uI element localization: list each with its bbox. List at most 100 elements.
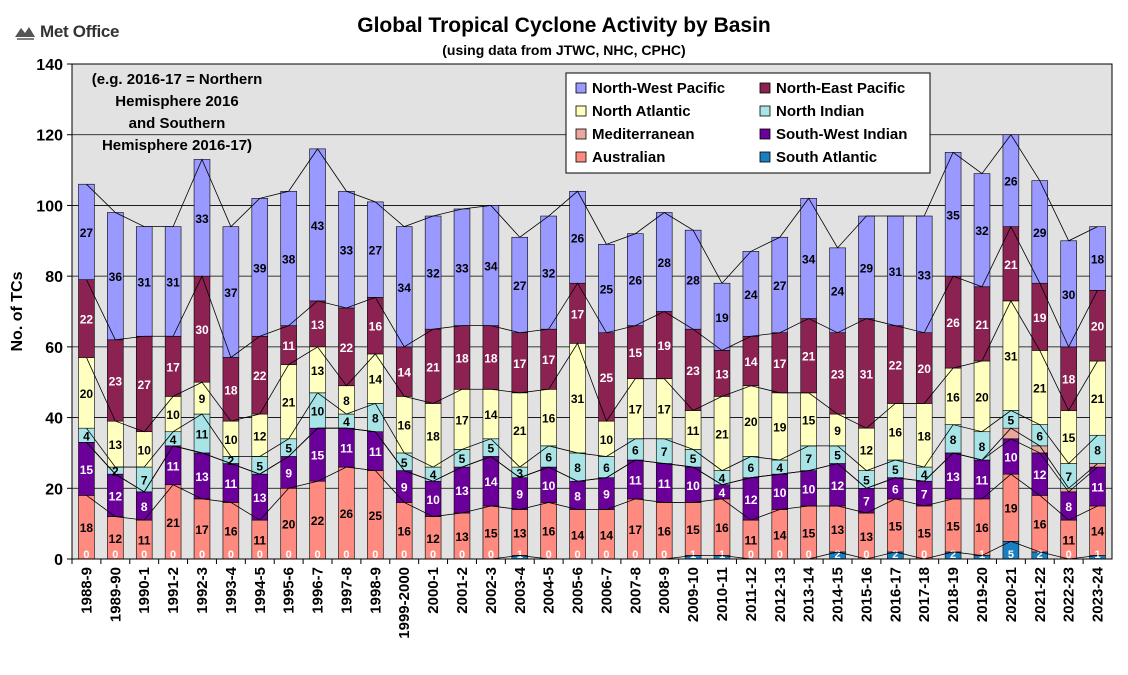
data-label: 26 [629,274,643,288]
data-label: 16 [658,525,672,539]
data-label: 16 [542,412,556,426]
data-label: 12 [1033,468,1047,482]
data-label: 33 [195,212,209,226]
x-tick-label: 1995-6 [281,567,298,614]
data-label: 13 [455,484,469,498]
data-label: 6 [748,461,755,475]
data-label: 12 [109,489,123,503]
data-label: 14 [1091,525,1105,539]
data-label: 15 [686,523,700,537]
x-tick-label: 1993-4 [223,566,240,613]
legend-label: North-East Pacific [776,80,905,97]
data-label: 17 [166,360,180,374]
data-label: 28 [658,256,672,270]
data-label: 0 [863,549,869,561]
data-label: 7 [1065,470,1072,484]
data-label: 10 [686,479,700,493]
data-label: 0 [228,549,234,561]
data-label: 26 [1004,175,1018,189]
data-label: 10 [773,486,787,500]
data-label: 17 [658,403,672,417]
series-connector-line [86,392,1098,472]
data-label: 11 [225,477,238,491]
data-label: 0 [170,549,176,561]
data-label: 17 [513,357,527,371]
data-label: 18 [80,521,94,535]
x-tick-label: 2020-21 [1003,567,1020,622]
data-label: 11 [138,534,151,548]
data-label: 0 [112,549,118,561]
data-label: 16 [224,525,238,539]
data-label: 21 [715,427,729,441]
data-label: 20 [80,387,94,401]
data-label: 37 [224,286,238,300]
data-label: 23 [831,367,845,381]
data-label: 14 [398,366,412,380]
legend-swatch [575,128,587,140]
data-label: 28 [686,274,700,288]
data-label: 15 [311,449,325,463]
x-tick-label: 2021-22 [1032,567,1049,622]
data-label: 9 [199,392,206,406]
data-label: 15 [802,413,816,427]
chart-title: Global Tropical Cyclone Activity by Basi… [357,14,771,37]
data-label: 13 [311,318,325,332]
y-tick-label: 120 [36,128,63,145]
data-label: 18 [1062,373,1076,387]
data-label: 0 [286,549,292,561]
data-label: 33 [455,261,469,275]
x-tick-label: 2010-11 [714,567,731,621]
data-label: 9 [285,466,292,480]
bar-segment [1031,445,1049,454]
data-label: 32 [426,267,440,281]
x-tick-label: 1998-9 [367,567,384,614]
x-tick-label: 2001-2 [454,567,471,614]
data-label: 17 [195,523,209,537]
data-label: 16 [975,521,989,535]
legend-label: Australian [592,149,665,166]
x-tick-label: 2009-10 [685,567,702,622]
data-label: 27 [80,226,94,240]
data-label: 5 [401,456,408,470]
data-label: 33 [918,268,932,282]
data-label: 8 [343,394,350,408]
x-tick-label: 2019-20 [974,567,991,622]
data-label: 0 [574,549,580,561]
data-label: 14 [744,355,758,369]
x-tick-label: 2008-9 [656,567,673,614]
data-label: 24 [831,284,845,298]
data-label: 10 [542,479,556,493]
y-tick-label: 60 [45,340,63,357]
series-connector-line [86,225,1098,359]
data-label: 0 [83,549,89,561]
data-label: 5 [834,449,841,463]
data-label: 17 [455,413,469,427]
data-label: 16 [398,419,412,433]
data-label: 0 [257,549,263,561]
x-tick-label: 2003-4 [512,566,529,613]
data-label: 22 [253,369,267,383]
x-tick-label: 2004-5 [541,567,558,614]
series-connector-line [86,427,1098,493]
data-label: 7 [863,495,870,509]
data-label: 21 [1091,392,1105,406]
data-label: 5 [892,463,899,477]
data-label: 21 [282,396,296,410]
data-label: 14 [571,528,585,542]
data-label: 23 [109,374,123,388]
x-tick-label: 2014-15 [830,567,847,622]
legend-label: North Atlantic [592,103,691,120]
data-label: 21 [513,424,527,438]
legend-swatch [759,128,771,140]
data-label: 25 [600,371,614,385]
data-label: 0 [314,549,320,561]
x-tick-label: 2005-6 [570,567,587,614]
data-label: 6 [545,450,552,464]
data-label: 9 [603,488,610,502]
data-label: 6 [632,443,639,457]
data-label: 13 [513,526,527,540]
data-label: 17 [542,353,556,367]
data-label: 2 [834,549,840,561]
data-label: 32 [975,224,989,238]
data-label: 18 [426,429,440,443]
